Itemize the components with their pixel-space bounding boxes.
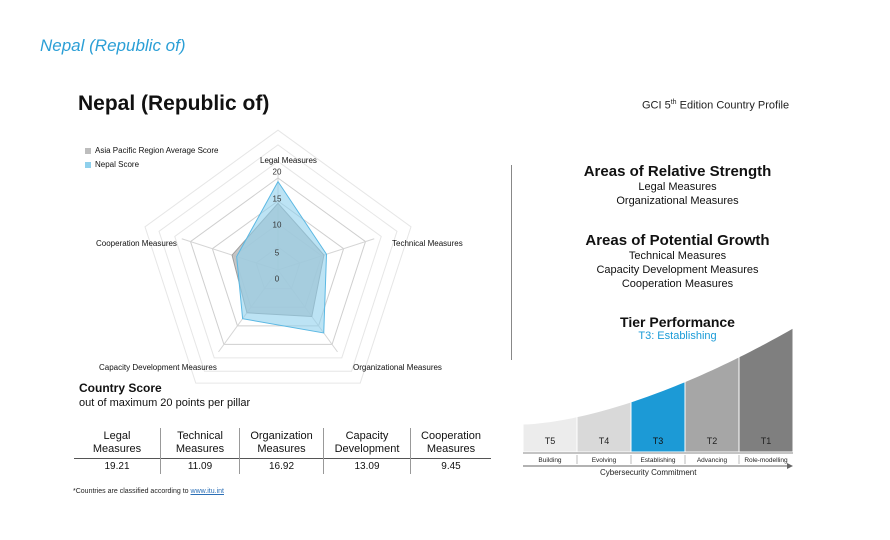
radar-outer-ring bbox=[144, 129, 412, 384]
strength-heading: Areas of Relative Strength bbox=[583, 163, 772, 180]
tier-axis-label: Cybersecurity Commitment bbox=[600, 468, 697, 477]
col-technical-line1: Technical bbox=[177, 430, 223, 442]
axis-label-cooperation: Cooperation Measures bbox=[96, 239, 177, 248]
score-col-technical: Technical Measures bbox=[160, 428, 240, 459]
page-title: Nepal (Republic of) bbox=[78, 92, 270, 115]
score-value-legal: 19.21 bbox=[74, 458, 161, 474]
edition-suffix: Edition Country Profile bbox=[676, 99, 790, 112]
tick-label-20: 20 bbox=[272, 167, 282, 177]
radar-outer-ring bbox=[174, 160, 382, 359]
radar-grid-ring bbox=[211, 200, 345, 327]
tier-bar-t4 bbox=[576, 401, 632, 453]
radar-outer-ring bbox=[158, 144, 398, 372]
col-technical-line2: Measures bbox=[175, 443, 225, 455]
growth-heading: Areas of Potential Growth bbox=[585, 232, 770, 249]
edition-number: GCI 5 bbox=[642, 99, 671, 112]
score-value-organization: 16.92 bbox=[239, 458, 324, 474]
growth-item: Cooperation Measures bbox=[621, 278, 734, 290]
strength-item: Legal Measures bbox=[638, 181, 717, 193]
tick-label-5: 5 bbox=[274, 248, 280, 258]
tier-bar-t5 bbox=[522, 416, 578, 453]
axis-label-organizational: Organizational Measures bbox=[353, 363, 442, 372]
col-cooperation-line2: Measures bbox=[426, 443, 476, 455]
country-score-subheading: out of maximum 20 points per pillar bbox=[79, 397, 251, 409]
tier-code-t1: T1 bbox=[761, 436, 772, 446]
tier-name-t4: Evolving bbox=[592, 457, 617, 464]
footnote-link[interactable]: www.itu.int bbox=[190, 488, 224, 495]
column-divider bbox=[511, 165, 512, 360]
score-value-capacity: 13.09 bbox=[323, 458, 411, 474]
country-score-table: Legal Measures Technical Measures Organiza… bbox=[74, 428, 491, 474]
growth-section: Areas of Potential Growth Technical Meas… bbox=[535, 232, 820, 291]
tick-label-0: 0 bbox=[274, 274, 280, 284]
score-col-legal: Legal Measures bbox=[74, 428, 161, 459]
legend-swatch-regional bbox=[85, 147, 91, 154]
score-header-row: Legal Measures Technical Measures Organiza… bbox=[74, 428, 491, 459]
col-organization-line1: Organization bbox=[250, 430, 313, 442]
col-capacity-line2: Development bbox=[334, 443, 400, 455]
footnote-text: *Countries are classified according to bbox=[73, 488, 191, 495]
tier-code-t3: T3 bbox=[653, 436, 664, 446]
tier-name-t3: Establishing bbox=[640, 457, 675, 464]
legend-item-nepal: Nepal Score bbox=[85, 158, 218, 172]
edition-superscript: th bbox=[670, 99, 677, 106]
axis-label-capacity: Capacity Development Measures bbox=[99, 363, 217, 372]
chart-legend: Asia Pacific Region Average Score Nepal … bbox=[85, 144, 218, 172]
col-organization-line2: Measures bbox=[257, 443, 306, 455]
edition-label: GCI 5th Edition Country Profile bbox=[642, 99, 789, 112]
country-score-heading: Country Score bbox=[79, 381, 162, 395]
score-col-cooperation: Cooperation Measures bbox=[410, 428, 491, 459]
tier-arrow-head bbox=[787, 463, 793, 469]
strength-section: Areas of Relative Strength Legal Measure… bbox=[535, 163, 820, 208]
axis-label-technical: Technical Measures bbox=[392, 239, 463, 248]
tier-current: T3: Establishing bbox=[638, 330, 717, 342]
tier-bar-t1 bbox=[738, 327, 794, 453]
col-cooperation-line1: Cooperation bbox=[421, 430, 481, 442]
tier-code-t4: T4 bbox=[599, 436, 610, 446]
axis-label-legal: Legal Measures bbox=[260, 156, 317, 165]
col-legal-line2: Measures bbox=[92, 443, 142, 455]
score-col-capacity: Capacity Development bbox=[323, 428, 411, 459]
tick-label-15: 15 bbox=[272, 194, 282, 204]
score-value-row: 19.21 11.09 16.92 13.09 9.45 bbox=[74, 458, 491, 474]
growth-item: Technical Measures bbox=[628, 250, 727, 262]
tier-name-t1: Role-modelling bbox=[744, 457, 788, 464]
legend-label-regional: Asia Pacific Region Average Score bbox=[95, 146, 219, 155]
col-capacity-line1: Capacity bbox=[345, 430, 389, 442]
legend-swatch-nepal bbox=[85, 161, 91, 168]
footnote: *Countries are classified according to w… bbox=[73, 488, 224, 495]
score-value-technical: 11.09 bbox=[160, 458, 240, 474]
tier-name-t2: Advancing bbox=[697, 457, 728, 464]
tier-section: Tier Performance T3: Establishing bbox=[535, 314, 820, 342]
tier-bar-t3 bbox=[630, 380, 686, 453]
legend-label-nepal: Nepal Score bbox=[95, 160, 140, 169]
score-col-organization: Organization Measures bbox=[239, 428, 324, 459]
radar-series-nepal bbox=[236, 180, 328, 334]
radar-grid-ring bbox=[189, 177, 367, 345]
tier-bar-t2 bbox=[684, 356, 740, 453]
col-legal-line1: Legal bbox=[103, 430, 131, 442]
tier-name-t5: Building bbox=[538, 457, 562, 464]
tier-code-t2: T2 bbox=[707, 436, 718, 446]
score-value-cooperation: 9.45 bbox=[410, 458, 491, 474]
slide-title: Nepal (Republic of) bbox=[40, 36, 186, 55]
tier-heading: Tier Performance bbox=[620, 314, 735, 330]
tick-label-10: 10 bbox=[272, 220, 282, 230]
strength-item: Organizational Measures bbox=[616, 195, 739, 207]
legend-item-regional: Asia Pacific Region Average Score bbox=[85, 144, 218, 158]
growth-item: Capacity Development Measures bbox=[596, 264, 759, 276]
tier-code-t5: T5 bbox=[545, 436, 556, 446]
